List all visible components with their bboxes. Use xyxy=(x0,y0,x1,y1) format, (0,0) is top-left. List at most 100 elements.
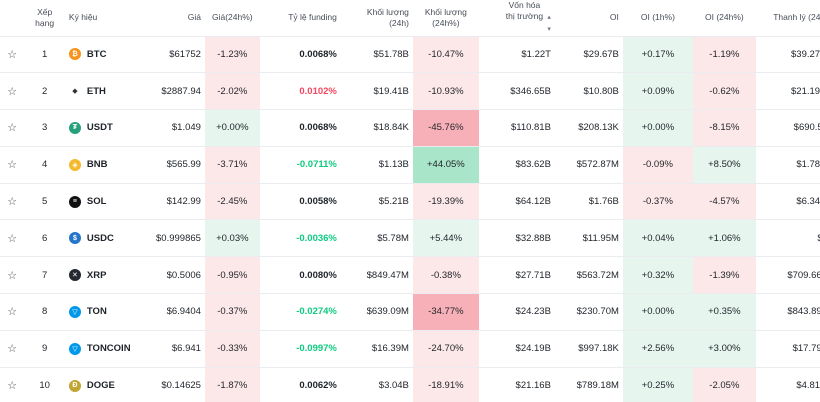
symbol-label: XRP xyxy=(86,269,107,281)
dogecoin-icon: Ð xyxy=(68,379,81,392)
market-cap-header-label: Vốn hóa thị trường xyxy=(505,0,544,22)
rank-cell: 10 xyxy=(24,366,65,402)
symbol-header[interactable]: Ký hiệu xyxy=(68,12,98,23)
price-change-header[interactable]: Giá(24h%) xyxy=(212,12,253,23)
rank-cell: 6 xyxy=(24,219,65,257)
symbol-cell[interactable]: ▽ TONCOIN xyxy=(64,329,145,368)
price-change-cell: -2.45% xyxy=(204,182,260,220)
oi-1h-header[interactable]: OI (1h%) xyxy=(640,12,675,23)
oi-cell: $572.87M xyxy=(554,145,623,184)
symbol-label: BNB xyxy=(86,159,108,171)
favorite-star-icon[interactable]: ☆ xyxy=(0,366,25,402)
rank-cell: 3 xyxy=(24,109,65,147)
volume-change-cell: -18.91% xyxy=(412,366,479,402)
symbol-cell[interactable]: ◆ ETH xyxy=(64,72,145,110)
volume-change-cell: -0.38% xyxy=(412,256,479,294)
favorite-star-icon[interactable]: ☆ xyxy=(0,109,25,147)
volume-change-cell: +5.44% xyxy=(412,219,479,257)
table-row[interactable]: ☆ 3 ₮ USDT $1.049 +0.00% 0.0068% $18.84K … xyxy=(0,109,820,147)
oi-24h-cell: +0.35% xyxy=(692,293,756,331)
solana-icon: ≡ xyxy=(68,195,81,208)
symbol-cell[interactable]: ₮ USDT xyxy=(64,109,145,147)
funding-cell: -0.0036% xyxy=(259,219,341,257)
symbol-cell[interactable]: ₿ BTC xyxy=(64,35,145,73)
oi-24h-header[interactable]: OI (24h%) xyxy=(704,12,744,23)
oi-24h-cell: -2.05% xyxy=(692,366,756,402)
price-change-cell: -0.37% xyxy=(204,293,260,331)
oi-24h-cell: -4.57% xyxy=(692,182,756,220)
toncoin-icon: ▽ xyxy=(68,342,81,355)
volume-change-header[interactable]: Khối lượng (24h%) xyxy=(424,6,467,28)
symbol-cell[interactable]: ▽ TON xyxy=(64,293,145,331)
volume-cell: $3.04B xyxy=(340,366,413,402)
symbol-cell[interactable]: ✕ XRP xyxy=(64,256,145,294)
symbol-cell[interactable]: Ð DOGE xyxy=(64,366,145,402)
symbol-label: SOL xyxy=(86,196,107,208)
market-cap-cell: $24.19B xyxy=(478,329,555,368)
liquidation-cell: $709.66K xyxy=(755,256,820,294)
table-row[interactable]: ☆ 8 ▽ TON $6.9404 -0.37% -0.0274% $639.09… xyxy=(0,293,820,331)
volume-cell: $639.09M xyxy=(340,293,413,331)
volume-cell: $19.41B xyxy=(340,72,413,110)
favorite-star-icon[interactable]: ☆ xyxy=(0,182,25,220)
volume-change-cell: -10.47% xyxy=(412,35,479,73)
oi-1h-cell: +2.56% xyxy=(622,329,693,368)
funding-header[interactable]: Tỷ lệ funding xyxy=(288,12,337,23)
liquidation-cell: $21.19M xyxy=(755,72,820,110)
bnb-icon: ◈ xyxy=(68,158,81,171)
price-cell: $6.9404 xyxy=(144,293,205,331)
volume-change-cell: -19.39% xyxy=(412,182,479,220)
price-cell: $0.5006 xyxy=(144,256,205,294)
symbol-label: BTC xyxy=(86,48,107,60)
bitcoin-icon: ₿ xyxy=(68,48,81,61)
liquidation-cell: $0 xyxy=(755,219,820,257)
liquidation-header[interactable]: Thanh lý (24h) xyxy=(773,12,820,23)
favorite-star-icon[interactable]: ☆ xyxy=(0,329,25,368)
ton-icon: ▽ xyxy=(68,305,81,318)
price-cell: $565.99 xyxy=(144,145,205,184)
favorite-star-icon[interactable]: ☆ xyxy=(0,35,25,73)
volume-cell: $849.47M xyxy=(340,256,413,294)
volume-change-cell: -24.70% xyxy=(412,329,479,368)
favorite-star-icon[interactable]: ☆ xyxy=(0,256,25,294)
rank-cell: 1 xyxy=(24,35,65,73)
sort-icon[interactable]: ▴ ▾ xyxy=(547,14,551,34)
price-change-cell: +0.03% xyxy=(204,219,260,257)
price-header[interactable]: Giá xyxy=(187,12,201,23)
favorite-star-icon[interactable]: ☆ xyxy=(0,72,25,110)
favorite-star-icon[interactable]: ☆ xyxy=(0,219,25,257)
symbol-label: TON xyxy=(86,306,107,318)
table-row[interactable]: ☆ 10 Ð DOGE $0.14625 -1.87% 0.0062% $3.04… xyxy=(0,366,820,402)
rank-cell: 8 xyxy=(24,293,65,331)
oi-24h-cell: -1.19% xyxy=(692,35,756,73)
market-cap-header[interactable]: Vốn hóa thị trường ▴ ▾ xyxy=(479,0,555,36)
table-row[interactable]: ☆ 6 $ USDC $0.999865 +0.03% -0.0036% $5.7… xyxy=(0,219,820,257)
volume-header[interactable]: Khối lượng (24h) xyxy=(366,6,409,28)
rank-header[interactable]: Xếp hạng xyxy=(35,6,55,28)
table-row[interactable]: ☆ 4 ◈ BNB $565.99 -3.71% -0.0711% $1.13B … xyxy=(0,145,820,184)
table-row[interactable]: ☆ 1 ₿ BTC $61752 -1.23% 0.0068% $51.78B -… xyxy=(0,35,820,73)
liquidation-cell: $39.27M xyxy=(755,35,820,73)
symbol-cell[interactable]: ◈ BNB xyxy=(64,145,145,184)
market-cap-cell: $83.62B xyxy=(478,145,555,184)
liquidation-cell: $843.89K xyxy=(755,293,820,331)
market-cap-cell: $32.88B xyxy=(478,219,555,257)
favorite-star-icon[interactable]: ☆ xyxy=(0,293,25,331)
table-row[interactable]: ☆ 9 ▽ TONCOIN $6.941 -0.33% -0.0997% $16.… xyxy=(0,329,820,368)
oi-header[interactable]: OI xyxy=(609,12,619,23)
oi-24h-cell: -8.15% xyxy=(692,109,756,147)
table-row[interactable]: ☆ 7 ✕ XRP $0.5006 -0.95% 0.0080% $849.47M… xyxy=(0,256,820,294)
table-row[interactable]: ☆ 5 ≡ SOL $142.99 -2.45% 0.0058% $5.21B -… xyxy=(0,182,820,220)
funding-cell: 0.0068% xyxy=(259,109,341,147)
funding-cell: -0.0997% xyxy=(259,329,341,368)
symbol-label: USDC xyxy=(86,232,114,244)
volume-cell: $18.84K xyxy=(340,109,413,147)
market-cap-cell: $64.12B xyxy=(478,182,555,220)
volume-cell: $5.21B xyxy=(340,182,413,220)
symbol-cell[interactable]: $ USDC xyxy=(64,219,145,257)
favorite-star-icon[interactable]: ☆ xyxy=(0,145,25,184)
table-row[interactable]: ☆ 2 ◆ ETH $2887.94 -2.02% 0.0102% $19.41B… xyxy=(0,72,820,110)
oi-cell: $10.80B xyxy=(554,72,623,110)
symbol-cell[interactable]: ≡ SOL xyxy=(64,182,145,220)
